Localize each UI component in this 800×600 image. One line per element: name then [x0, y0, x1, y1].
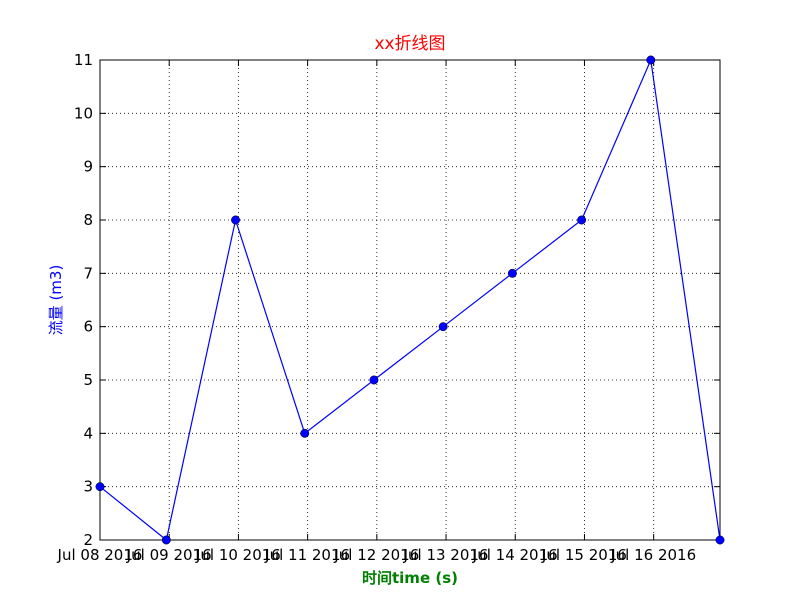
y-tick-label: 9 — [83, 158, 93, 176]
x-tick-label: Jul 09 2016 — [126, 546, 212, 564]
data-point — [577, 215, 587, 225]
data-point — [438, 322, 448, 332]
x-tick-label: Jul 10 2016 — [195, 546, 281, 564]
y-axis-label: 流量 (m3) — [47, 264, 65, 336]
chart-title: xx折线图 — [374, 34, 446, 54]
y-tick-label: 7 — [83, 264, 93, 282]
x-tick-label: Jul 15 2016 — [541, 546, 627, 564]
data-point — [161, 535, 171, 545]
data-point — [231, 215, 240, 225]
y-tick-label: 2 — [83, 531, 93, 549]
grid-layer — [99, 59, 720, 541]
y-tick-label: 3 — [83, 478, 93, 496]
x-tick-label: Jul 13 2016 — [403, 546, 489, 564]
y-tick-label: 5 — [83, 371, 93, 389]
x-tick-label: Jul 14 2016 — [472, 546, 558, 564]
x-tick-label: Jul 08 2016 — [57, 546, 143, 564]
series-layer — [95, 55, 725, 545]
y-tick-label: 4 — [83, 424, 93, 442]
plot-frame — [99, 59, 721, 541]
x-axis-label: 时间time (s) — [362, 569, 458, 587]
y-tick-label: 11 — [74, 51, 93, 69]
x-tick-label: Jul 12 2016 — [333, 546, 419, 564]
data-point — [507, 268, 517, 278]
y-tick-label: 8 — [83, 211, 93, 229]
data-point — [646, 55, 656, 65]
x-tick-label: Jul 16 2016 — [610, 546, 696, 564]
data-point — [300, 428, 310, 438]
data-point — [95, 482, 105, 492]
series-line — [99, 57, 721, 542]
y-tick-label: 6 — [83, 318, 93, 336]
data-point — [715, 535, 725, 545]
y-tick-label: 10 — [74, 104, 93, 122]
data-point — [369, 375, 379, 385]
x-tick-label: Jul 11 2016 — [264, 546, 350, 564]
